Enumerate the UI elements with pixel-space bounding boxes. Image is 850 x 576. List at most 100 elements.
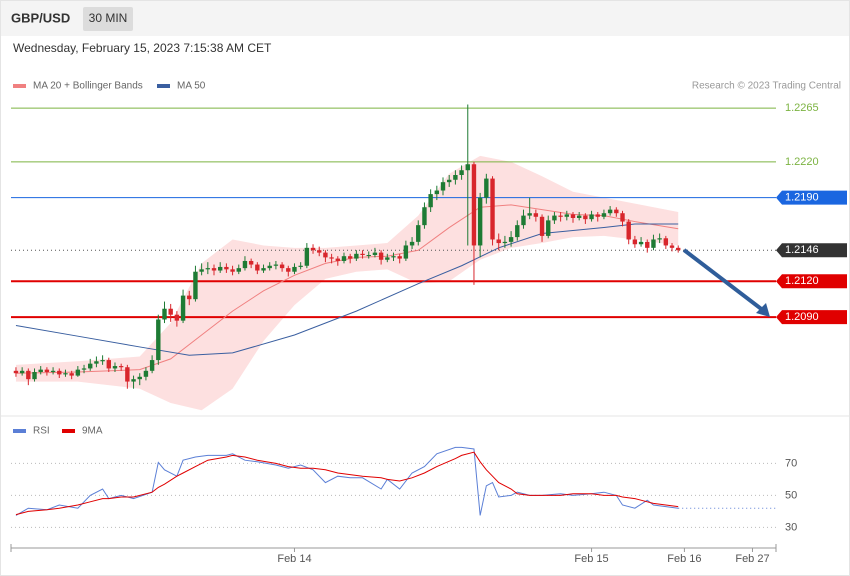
candle-body [385,257,390,260]
candle-body [546,220,551,236]
forecast-arrow-head [756,303,770,317]
candle-body [663,238,669,246]
candle-body [589,214,594,220]
candle-body [484,178,489,198]
legend-label: MA 50 [177,81,206,92]
source: Research © 2023 Trading Central [692,81,841,92]
candle-body [168,308,173,315]
candle-body [242,260,248,269]
candle-body [224,266,229,270]
forecast-arrow [682,248,766,313]
candle-body [521,215,526,226]
candle-body [81,368,87,370]
candle-body [63,373,68,375]
legend-label: 9MA [82,426,103,437]
candle-body [620,213,625,222]
level-label: 1.2190 [785,192,819,204]
candle-body [372,252,378,255]
candle-body [366,255,371,256]
candle-body [162,308,167,320]
candle-body [403,245,409,259]
symbol: GBP/USD [11,10,70,25]
candle-body [44,369,50,373]
candle-body [317,250,322,253]
rsi-line [15,451,679,516]
timeframe-badge[interactable] [83,7,133,31]
candle-body [607,209,613,214]
candle-body [267,265,272,269]
candle-body [236,268,241,272]
candle-body [527,213,532,216]
candle-body [576,215,582,218]
candle-body [19,370,25,374]
candle-body [323,252,328,258]
candle-body [558,215,563,217]
candle-body [570,214,576,218]
candle-body [632,239,638,245]
candle-body [112,366,118,369]
legend-label: MA 20 + Bollinger Bands [33,81,143,92]
legend-label: RSI [33,426,50,437]
candle-body [645,241,650,248]
candle-body [626,221,631,240]
candle-body [428,194,433,208]
level-label: 1.2146 [785,244,819,256]
candle-body [156,319,161,361]
x-tick-label: Feb 16 [667,553,701,565]
candle-body [143,370,149,377]
candle-body [552,215,557,221]
level-label: 1.2090 [785,311,819,323]
candle-body [508,237,514,242]
legend-swatch [13,84,26,88]
candle-body [465,164,470,171]
candle-body [595,214,600,217]
candle-body [50,370,56,373]
level-label: 1.2220 [785,156,819,168]
candle-body [187,295,192,300]
level-box [776,310,847,325]
y-tick-label: 30 [785,521,797,533]
candle-body [32,372,37,380]
candle-body [447,179,452,183]
candle-body [434,190,440,195]
candle-body [298,265,303,267]
candle-body [453,175,458,180]
candle-body [174,314,180,321]
candle-body [100,360,105,362]
candle-body [199,269,204,272]
bollinger-band [15,155,679,411]
subtitle: Wednesday, February 15, 2023 7:15:38 AM … [13,41,272,55]
candle-body [149,360,155,371]
candle-body [477,197,483,246]
candle-body [502,241,508,244]
candle-body [533,213,539,217]
candle-body [292,266,297,272]
candle-body [26,370,31,380]
candle-body [329,257,334,259]
candle-body [94,361,99,364]
candle-body [360,253,365,255]
timeframe[interactable]: 30 MIN [89,11,128,25]
candle-body [75,369,81,376]
candle-body [279,264,285,269]
candle-body [205,268,211,270]
candle-body [217,266,223,271]
level-box [776,190,847,205]
candle-body [88,363,93,369]
candle-body [286,268,291,272]
candle-body [651,239,656,248]
ma-line [15,204,679,374]
candle-body [57,370,62,375]
candle-body [230,269,235,272]
candle-body [539,216,545,236]
candle-body [471,164,477,246]
candle-body [676,247,681,251]
candle-body [255,264,260,271]
level-box [776,274,847,289]
candle-body [614,209,619,214]
candle-body [409,241,415,246]
ma-line [15,223,679,356]
candle-body [459,170,464,175]
